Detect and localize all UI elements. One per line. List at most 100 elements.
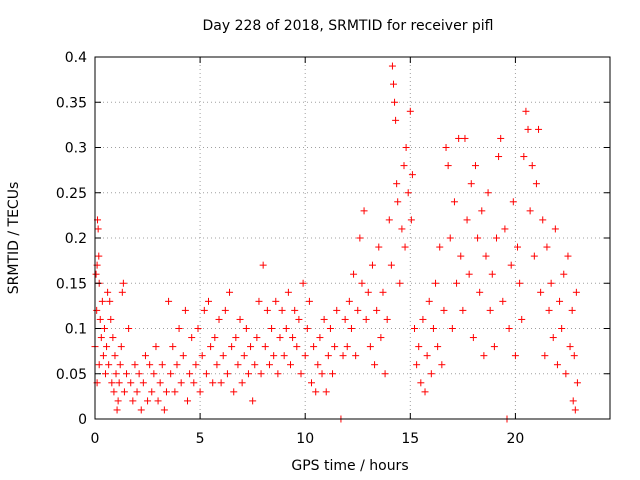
data-point — [131, 361, 139, 369]
data-point — [173, 361, 181, 369]
data-point — [125, 325, 133, 332]
data-point — [535, 125, 543, 133]
data-point — [96, 315, 104, 323]
data-point — [236, 315, 244, 323]
y-tick-label: 0.35 — [56, 95, 87, 111]
data-point — [350, 270, 358, 278]
data-point — [234, 361, 242, 369]
data-point — [253, 334, 261, 342]
data-point — [345, 297, 353, 305]
data-point — [339, 352, 347, 360]
data-point — [425, 297, 433, 305]
data-point — [541, 352, 549, 360]
data-point — [194, 325, 202, 332]
data-point — [343, 343, 351, 351]
data-point — [427, 370, 435, 378]
data-point — [226, 288, 234, 296]
data-point — [295, 315, 303, 323]
data-point — [286, 361, 294, 369]
data-point — [118, 288, 126, 296]
data-point — [221, 306, 229, 314]
data-point — [95, 361, 103, 369]
data-point — [247, 343, 255, 351]
data-point — [207, 343, 215, 351]
data-point — [117, 343, 125, 351]
data-point — [244, 370, 252, 378]
data-point — [261, 343, 269, 351]
data-point — [308, 379, 316, 387]
data-point — [356, 234, 364, 242]
data-point — [463, 216, 471, 224]
data-point — [232, 334, 240, 342]
y-tick-label: 0.05 — [56, 367, 87, 383]
data-point — [526, 207, 534, 215]
data-point — [401, 243, 409, 251]
data-point — [305, 297, 313, 305]
data-point — [299, 279, 307, 287]
y-tick-label: 0.2 — [65, 231, 87, 247]
data-point — [110, 388, 118, 396]
data-point — [413, 361, 421, 369]
data-point — [148, 388, 156, 396]
data-point — [190, 379, 198, 387]
data-point — [112, 370, 120, 378]
data-point — [188, 334, 196, 342]
data-point — [352, 352, 360, 360]
data-point — [400, 162, 408, 170]
data-point — [511, 352, 519, 360]
data-point — [571, 406, 579, 414]
data-point — [297, 370, 305, 378]
data-point — [115, 379, 123, 387]
data-point — [251, 361, 259, 369]
data-point — [467, 180, 475, 188]
data-point — [354, 306, 362, 314]
data-point — [476, 288, 484, 296]
plot-frame — [94, 56, 611, 420]
data-point — [532, 180, 540, 188]
data-point — [407, 216, 415, 224]
data-point — [388, 62, 396, 70]
data-point — [127, 379, 135, 387]
data-point — [198, 352, 206, 360]
data-point — [263, 306, 271, 314]
data-point — [423, 352, 431, 360]
data-point — [404, 189, 412, 197]
data-point — [411, 325, 419, 332]
data-point — [165, 297, 173, 305]
data-point — [520, 153, 528, 161]
data-point — [175, 325, 183, 332]
data-point — [259, 261, 267, 269]
data-point — [162, 388, 170, 396]
y-tick-label: 0.4 — [65, 50, 87, 66]
data-point — [177, 379, 185, 387]
data-point — [453, 279, 461, 287]
data-point — [103, 343, 111, 351]
data-point — [421, 388, 429, 396]
data-point — [480, 352, 488, 360]
data-point — [272, 297, 280, 305]
data-point — [255, 297, 263, 305]
data-point — [558, 325, 566, 332]
data-point — [461, 134, 469, 142]
data-point — [92, 270, 100, 278]
data-point — [497, 134, 505, 142]
data-point — [211, 334, 219, 342]
data-point — [471, 162, 479, 170]
data-point — [265, 361, 273, 369]
data-point — [396, 279, 404, 287]
data-point — [333, 306, 341, 314]
data-point — [484, 189, 492, 197]
data-point — [291, 306, 299, 314]
data-point — [391, 98, 399, 106]
data-point — [303, 325, 311, 332]
data-point — [383, 315, 391, 323]
data-point — [111, 352, 119, 360]
data-point — [108, 379, 116, 387]
data-point — [154, 397, 162, 405]
data-point — [465, 270, 473, 278]
data-point — [381, 370, 389, 378]
data-point — [215, 315, 223, 323]
data-point — [385, 216, 393, 224]
data-point — [436, 243, 444, 251]
data-points — [91, 62, 581, 423]
